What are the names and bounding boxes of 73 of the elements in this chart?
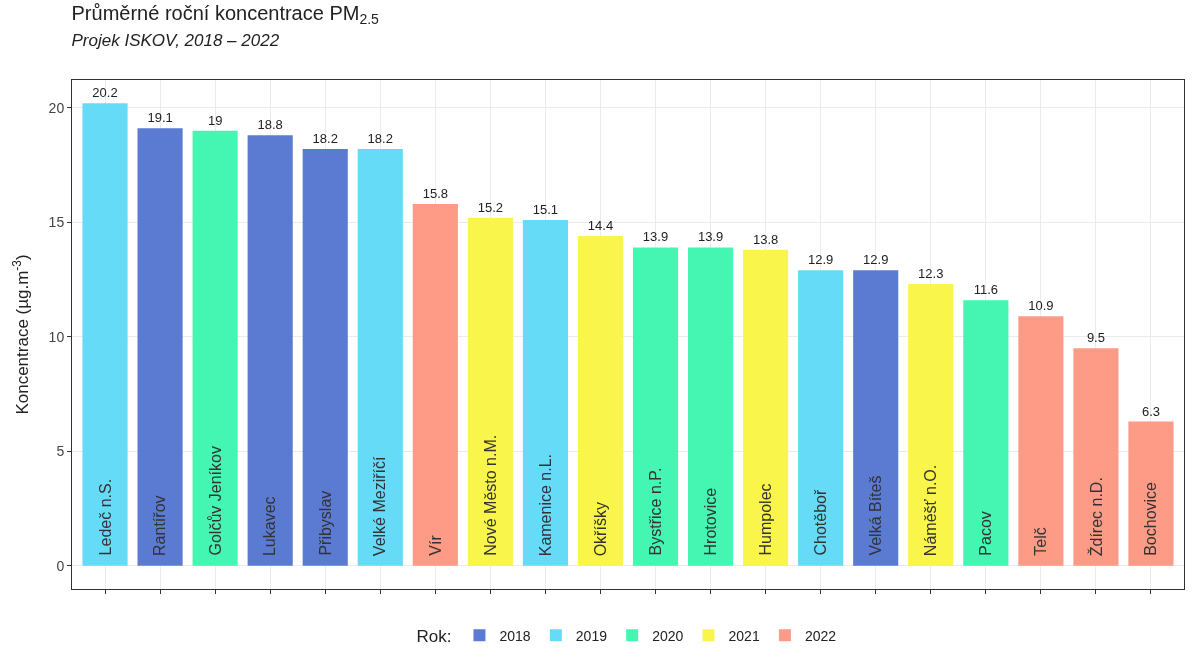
bar [577,236,624,566]
y-tick-label: 0 [56,557,65,574]
x-tick-label: Telč [1032,527,1050,556]
x-tick-label: Chotěboř [811,489,829,556]
x-tick-label: Náměšť n.O. [922,464,940,557]
data-label: 13.9 [697,229,724,245]
data-label: 18.8 [257,117,283,133]
x-tick-label: Humpolec [756,483,774,556]
x-tick-label: Velká Bíteš [866,475,884,556]
chart-title: Průměrné roční koncentrace PM$_{2.5}$ [71,1,380,28]
x-tick-label: Okříšky [591,502,609,557]
legend-label: 2022 [804,627,837,644]
data-label: 13.8 [752,231,779,247]
data-label: 20.2 [92,85,118,101]
data-label: 19 [207,112,223,128]
bar [1128,421,1174,566]
bar [357,148,403,566]
legend-label: 2019 [575,627,608,644]
x-tick-label: Nové Město n.M. [482,434,500,556]
x-tick-label: Ždírec n.D. [1086,477,1105,557]
legend-label: 2021 [728,627,760,644]
bar [412,203,458,566]
bar [192,130,238,566]
data-label: 6.3 [1141,403,1161,419]
bar [632,247,679,566]
legend-label: 2020 [652,627,684,644]
data-label: 15.1 [532,201,559,217]
x-tick-label: Hrotovice [701,487,719,556]
data-label: 12.9 [863,252,889,268]
bar [688,247,734,566]
x-tick-label: Lukavec [261,496,279,557]
x-tick-label: Golčův Jeníkov [206,446,224,556]
bar [522,219,568,566]
data-label: 11.6 [973,282,998,298]
data-label: 15.8 [422,185,448,201]
data-label: 9.5 [1086,330,1105,346]
data-label: 19.1 [147,110,173,126]
x-tick-label: Bochovice [1142,481,1160,556]
bar [1073,348,1119,566]
data-label: 18.2 [312,130,338,146]
bar [137,128,183,566]
data-label: 10.9 [1028,298,1054,314]
data-label: 15.2 [477,199,504,215]
bar [908,284,954,566]
data-label: 18.2 [367,130,393,146]
data-label: 12.9 [808,252,834,268]
y-tick-label: 15 [48,214,65,231]
x-tick-label: Pacov [976,511,994,556]
legend-title: Rok: [416,626,452,646]
y-tick-label: 10 [48,328,65,345]
x-tick-label: Bystřice n.P. [646,467,664,556]
x-tick-label: Vír [426,534,444,556]
bar [82,103,128,566]
x-tick-label: Kamenice n.L. [536,454,554,557]
y-tick-label: 20 [48,99,65,116]
bar [743,249,789,566]
bar [467,217,513,566]
x-tick-label: Přibyslav [316,490,334,556]
x-tick-label: Rantířov [151,495,169,556]
data-label: 14.4 [587,218,614,233]
bar [302,148,348,566]
x-tick-label: Ledeč n.S. [96,478,114,556]
bar [1018,316,1064,566]
bar [963,300,1009,566]
x-tick-label: Velké Meziříčí [371,456,389,557]
legend-label: 2018 [499,627,531,644]
bar [798,270,844,566]
y-tick-label: 5 [56,443,65,460]
chart-subtitle: Projek ISKOV, 2018 – 2022 [71,30,280,50]
data-label: 12.3 [918,266,944,282]
bar [853,270,899,566]
data-label: 13.9 [642,229,669,245]
bar [247,135,293,566]
